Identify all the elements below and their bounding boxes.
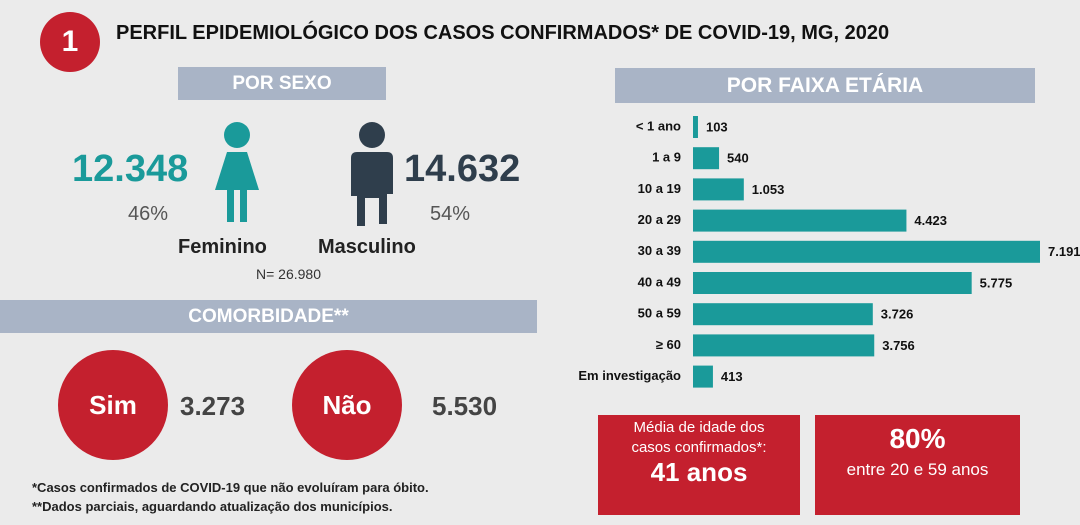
yes-circle: Sim: [58, 350, 168, 460]
title: PERFIL EPIDEMIOLÓGICO DOS CASOS CONFIRMA…: [116, 22, 890, 44]
category-label: 40 a 49: [638, 274, 681, 289]
bar: [693, 334, 875, 357]
female-percent: 46%: [128, 203, 169, 225]
share-label: entre 20 e 59 anos: [846, 460, 989, 479]
value-label: 413: [721, 369, 743, 384]
value-label: 1.053: [752, 182, 785, 197]
male-percent: 54%: [430, 203, 471, 225]
female-label: Feminino: [178, 236, 267, 258]
bar: [693, 365, 713, 388]
bar: [693, 116, 698, 138]
value-label: 103: [706, 119, 728, 134]
category-label: ≥ 60: [656, 337, 681, 352]
age-chart: < 1 ano 103 1 a 9 540 10 a 19 1.053 20 a 29 4.4…: [578, 116, 1080, 388]
male-icon: [351, 122, 393, 226]
category-label: < 1 ano: [636, 118, 681, 133]
comorbidity-heading: COMORBIDADE**: [0, 300, 537, 333]
category-label: 10 a 19: [638, 181, 681, 196]
category-label: 20 a 29: [638, 212, 681, 227]
sex-heading: POR SEXO: [178, 67, 386, 100]
bar: [693, 147, 720, 170]
value-label: 540: [727, 151, 749, 166]
category-label: 1 a 9: [652, 150, 681, 165]
footnote: **Dados parciais, aguardando atualização…: [32, 499, 393, 514]
mean-age-label: Média de idade dos casos confirmados*:: [631, 419, 767, 456]
value-label: 7.191: [1048, 244, 1080, 259]
category-label: 50 a 59: [638, 306, 681, 321]
total: N= 26.980: [256, 266, 321, 282]
bar: [693, 272, 972, 294]
male-count: 14.632: [404, 148, 521, 190]
no-circle: Não: [292, 350, 402, 460]
female-icon: [215, 122, 259, 222]
section-number: 1: [40, 12, 100, 72]
value-label: 4.423: [914, 213, 947, 228]
category-label: 30 a 39: [638, 243, 681, 258]
chart-title: POR FAIXA ETÁRIA: [615, 68, 1035, 103]
person-icons: [215, 122, 393, 226]
footnote: *Casos confirmados de COVID-19 que não e…: [32, 480, 429, 495]
value-label: 3.726: [881, 307, 914, 322]
bar: [693, 303, 873, 326]
yes-count: 3.273: [180, 391, 246, 421]
female-count: 12.348: [72, 148, 189, 190]
category-label: Em investigação: [578, 368, 681, 383]
mean-age-box: Média de idade dos casos confirmados*: 4…: [598, 415, 800, 515]
mean-age-value: 41 anos: [650, 457, 748, 487]
value-label: 5.775: [980, 275, 1013, 290]
no-count: 5.530: [432, 391, 498, 421]
bar: [693, 209, 907, 232]
share-box: 80% entre 20 e 59 anos: [815, 415, 1020, 515]
value-label: 3.756: [882, 338, 915, 353]
male-label: Masculino: [318, 236, 416, 258]
bar: [693, 178, 744, 201]
bar: [693, 240, 1040, 263]
share-value: 80%: [889, 423, 946, 454]
